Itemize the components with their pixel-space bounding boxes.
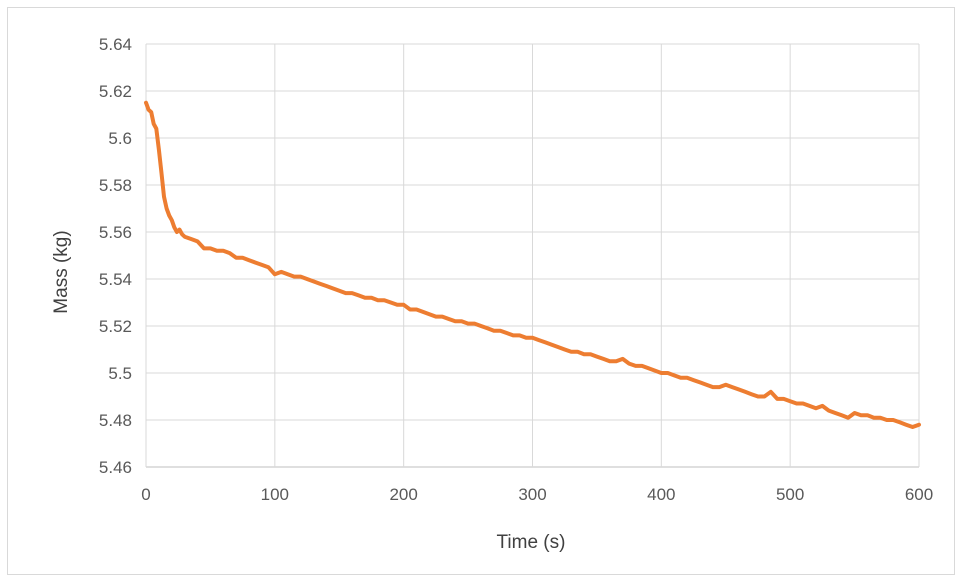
x-tick-label: 300 bbox=[518, 485, 546, 504]
y-tick-label: 5.48 bbox=[99, 411, 132, 430]
mass-series-line bbox=[144, 100, 921, 429]
y-tick-label: 5.5 bbox=[108, 364, 132, 383]
x-tick-label: 200 bbox=[389, 485, 417, 504]
y-tick-label: 5.54 bbox=[99, 270, 132, 289]
x-tick-label: 400 bbox=[647, 485, 675, 504]
y-axis-title: Mass (kg) bbox=[51, 230, 72, 313]
x-tick-label: 100 bbox=[261, 485, 289, 504]
y-tick-label: 5.56 bbox=[99, 223, 132, 242]
x-tick-label: 500 bbox=[776, 485, 804, 504]
x-tick-label: 0 bbox=[141, 485, 150, 504]
y-tick-label: 5.6 bbox=[108, 129, 132, 148]
chart-frame bbox=[7, 7, 955, 575]
y-tick-label: 5.58 bbox=[99, 176, 132, 195]
y-tick-label: 5.52 bbox=[99, 317, 132, 336]
y-tick-label: 5.64 bbox=[99, 35, 132, 54]
y-tick-label: 5.62 bbox=[99, 82, 132, 101]
x-tick-label: 600 bbox=[905, 485, 933, 504]
y-tick-label: 5.46 bbox=[99, 458, 132, 477]
x-axis-title: Time (s) bbox=[497, 532, 566, 553]
